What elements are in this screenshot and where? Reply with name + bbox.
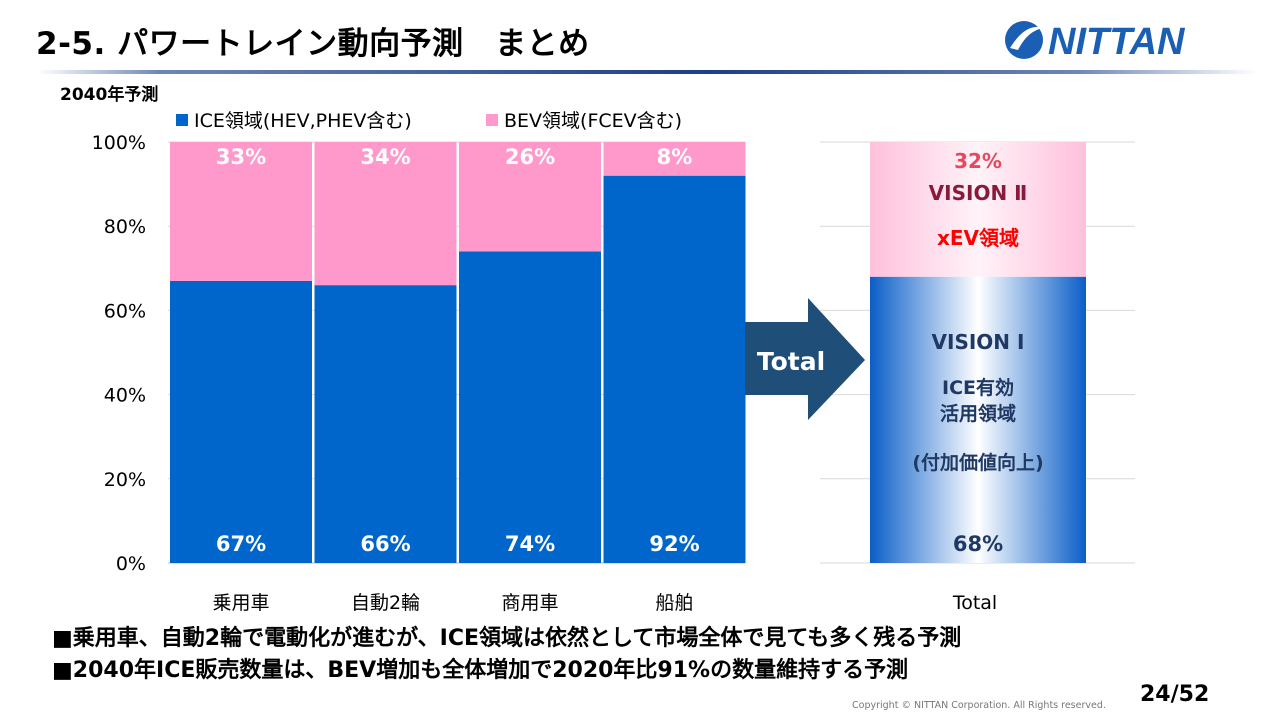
bar-ice xyxy=(459,251,601,563)
data-label-bev: 26% xyxy=(505,145,555,169)
data-label-ice: 92% xyxy=(649,532,699,556)
bar-ice xyxy=(314,285,457,563)
legend-label-bev: BEV領域(FCEV含む) xyxy=(504,110,683,132)
bullet-2: ■2040年ICE販売数量は、BEV増加も全体増加で2020年比91%の数量維持… xyxy=(52,658,909,683)
bar-bev xyxy=(170,142,312,281)
nittan-logo: NITTAN xyxy=(1005,21,1186,63)
total-label-bev: 32% xyxy=(954,149,1002,173)
y-tick-label: 100% xyxy=(92,132,146,154)
data-label-bev: 8% xyxy=(657,145,693,169)
legend-item-ice: ICE領域(HEV,PHEV含む) xyxy=(176,106,412,133)
x-tick-label: 自動2輪 xyxy=(351,592,420,614)
y-tick-label: 40% xyxy=(104,385,146,407)
title-rule xyxy=(38,70,1258,74)
y-tick-label: 0% xyxy=(116,553,146,575)
y-tick-label: 80% xyxy=(104,216,146,238)
vision1-label: VISION Ⅰ xyxy=(932,330,1025,354)
bar-ice xyxy=(603,175,746,563)
x-tick-label: 船舶 xyxy=(655,592,693,614)
data-label-bev: 33% xyxy=(216,145,266,169)
data-label-ice: 67% xyxy=(216,532,266,556)
page-number: 24/52 xyxy=(1140,682,1210,707)
bar-ice xyxy=(170,280,312,563)
bar-bev xyxy=(314,142,457,286)
legend-item-bev: BEV領域(FCEV含む) xyxy=(486,106,682,133)
data-label-bev: 34% xyxy=(360,145,410,169)
slide-title: 2-5. パワートレイン動向予測 まとめ xyxy=(36,26,590,62)
total-bar-bev xyxy=(870,142,1086,277)
copyright: Copyright © NITTAN Corporation. All Righ… xyxy=(852,700,1106,711)
data-label-ice: 74% xyxy=(505,532,555,556)
x-tick-label: 乗用車 xyxy=(212,592,269,614)
bar-bev xyxy=(459,142,601,252)
bar-bev xyxy=(603,142,746,176)
total-arrow-icon xyxy=(745,298,865,420)
total-x-tick-label: Total xyxy=(952,592,997,614)
chart-subtitle: 2040年予測 xyxy=(60,85,159,105)
xev-label: xEV領域 xyxy=(937,226,1019,250)
legend-swatch-bev xyxy=(486,113,498,126)
arrow-label: Total xyxy=(757,347,825,376)
total-bar-ice xyxy=(870,276,1086,563)
y-tick-label: 20% xyxy=(104,469,146,491)
bullet-1: ■乗用車、自動2輪で電動化が進むが、ICE領域は依然として市場全体で見ても多く残… xyxy=(52,626,962,651)
summary-bullets: ■乗用車、自動2輪で電動化が進むが、ICE領域は依然として市場全体で見ても多く残… xyxy=(52,623,961,687)
y-tick-label: 60% xyxy=(104,300,146,322)
ice-label-line1: ICE有効 xyxy=(942,376,1014,399)
legend-swatch-ice xyxy=(176,113,188,126)
ice-label-line3: (付加価値向上) xyxy=(912,451,1043,474)
x-tick-label: 商用車 xyxy=(501,592,558,614)
total-label-ice: 68% xyxy=(953,532,1003,556)
ice-label-line2: 活用領域 xyxy=(940,402,1016,425)
data-label-ice: 66% xyxy=(360,532,410,556)
logo-text: NITTAN xyxy=(1048,21,1186,63)
vision2-label: VISION Ⅱ xyxy=(929,181,1028,205)
legend-label-ice: ICE領域(HEV,PHEV含む) xyxy=(194,110,412,132)
